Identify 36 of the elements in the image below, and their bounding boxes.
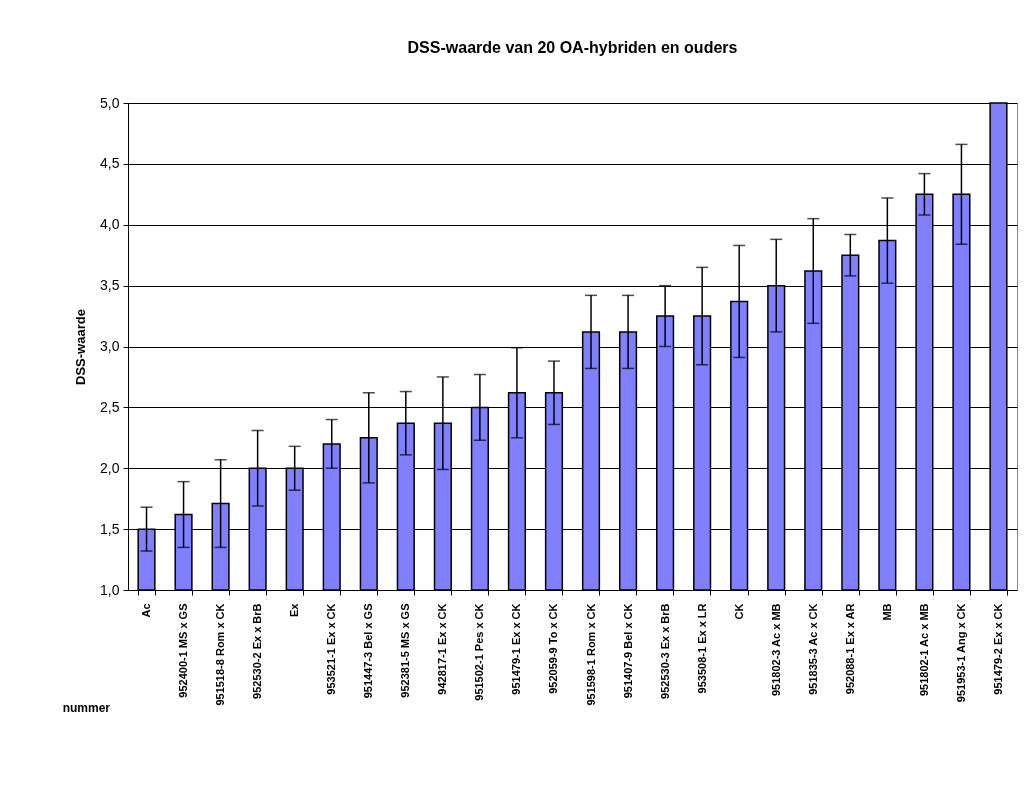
x-tick-label: 951407-9 Bel x CK (621, 603, 634, 699)
x-tick-label: 951479-1 Ex x CK (510, 603, 523, 695)
x-tick-label: 951598-1 Rom x CK (584, 603, 597, 706)
x-tick-label: 951835-3 Ac x CK (806, 603, 819, 695)
x-tick-label: 951953-1 Ang x CK (954, 603, 967, 703)
x-tick-label: 952400-1 MS x GS (177, 603, 190, 698)
chart-title: DSS-waarde van 20 OA-hybriden en ouders (407, 39, 738, 56)
text: nummer (62, 701, 111, 715)
x-tick-label: 952088-1 Ex x AR (843, 603, 856, 695)
y-tick-label: 5,0 (100, 94, 120, 111)
x-tick-label: Ex (288, 602, 301, 617)
y-tick-label: 4,5 (100, 155, 120, 172)
x-tick-label: 951802-1 Ac x MB (917, 603, 930, 697)
y-tick-label: 3,0 (100, 338, 120, 354)
y-tick-label: 3,5 (100, 277, 120, 294)
x-tick-label: 952381-5 MS x GS (399, 603, 412, 698)
y-tick-label: 1,5 (100, 520, 120, 537)
y-tick-label: 2,5 (100, 398, 120, 415)
y-tick-label: 4,0 (100, 216, 120, 233)
x-tick-label: CK (732, 603, 745, 620)
x-tick-label: Ac (140, 603, 153, 618)
x-tick-label: 951802-3 Ac x MB (769, 603, 782, 697)
x-tick-label: 953508-1 Ex x LR (695, 603, 708, 694)
x-tick-label: 953521-1 Ex x CK (325, 603, 338, 695)
x-tick-label: 951447-3 Bel x GS (362, 603, 375, 699)
x-tick-label: 951518-8 Rom x CK (214, 603, 227, 706)
y-axis-title: DSS-waarde (73, 309, 89, 385)
x-tick-label: MB (880, 603, 893, 621)
y-tick-label: 1,0 (100, 581, 120, 598)
x-tick-label: 942817-1 Ex x CK (436, 603, 449, 695)
x-tick-label: 951502-1 Pes x CK (473, 603, 486, 701)
x-tick-label: 952059-9 To x CK (547, 603, 560, 694)
x-tick-label: 951479-2 Ex x CK (991, 603, 1004, 695)
x-tick-label: 952530-3 Ex x BrB (658, 603, 671, 699)
y-tick-label: 2,0 (100, 459, 120, 476)
x-tick-label: 952530-2 Ex x BrB (251, 603, 264, 699)
